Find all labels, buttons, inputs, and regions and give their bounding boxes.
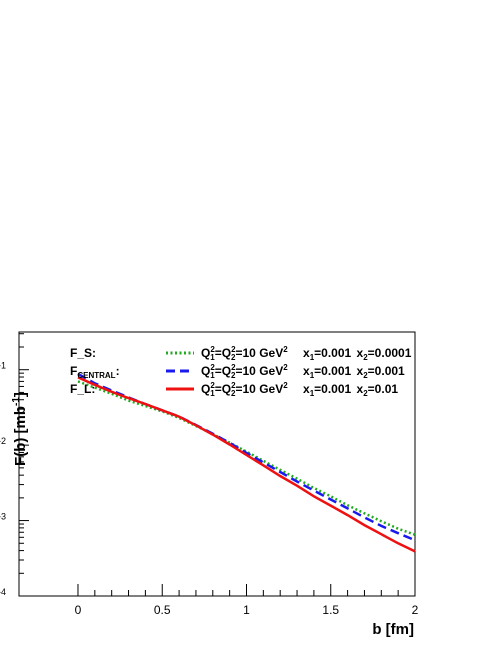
legend-x-text: =0.001 (314, 346, 351, 360)
legend-q-0: Q2 1=Q2 2=10 GeV2 (201, 345, 288, 362)
legend-name-sub: CENTRAL (77, 371, 115, 380)
legend-q-sup: 2 (231, 381, 236, 390)
legend-x-sub: 1 (310, 389, 315, 398)
legend-q-text: =10 GeV (236, 346, 284, 360)
y-axis-label-base: F(b) [mb (12, 406, 29, 466)
legend-q-text: =Q (215, 346, 231, 360)
legend-q-sup: 2 (210, 345, 215, 354)
legend-q-sup: 2 (210, 363, 215, 372)
legend-q-sup: 2 (283, 363, 288, 372)
legend-q-sup: 2 (231, 345, 236, 354)
x-tick-label: 1 (243, 603, 250, 617)
y-tick-exp: -3 (0, 512, 6, 522)
x-axis-label: b [fm] (372, 621, 414, 638)
y-axis-label-end: ] (12, 392, 29, 397)
legend-x-sub: 2 (363, 389, 368, 398)
legend-x-text: x (303, 382, 310, 396)
legend-x-2: x1=0.001 x2=0.01 (303, 382, 398, 398)
legend-x-sub: 2 (363, 353, 368, 362)
x-tick-label: 2 (412, 603, 419, 617)
legend-q-text: Q (201, 346, 210, 360)
legend-x-sub: 1 (310, 371, 315, 380)
x-tick-label: 1.5 (322, 603, 339, 617)
legend: F_S: Q2 1=Q2 2=10 GeV2 x1=0.001 x2=0.0001FCE… (70, 345, 412, 398)
legend-x-text: =0.001 (314, 364, 351, 378)
legend-x-space (351, 382, 354, 396)
y-ticks: 10-4 10-3 10-2 10-1 (0, 333, 29, 603)
y-tick-label: 10-2 (0, 436, 6, 452)
legend-x-text: x (357, 364, 364, 378)
legend-q-text: Q (201, 382, 210, 396)
legend-x-text: x (357, 382, 364, 396)
legend-x-1: x1=0.001 x2=0.001 (303, 364, 405, 380)
x-tick-label: 0.5 (154, 603, 171, 617)
y-tick-exp: -4 (0, 587, 6, 597)
legend-x-0: x1=0.001 x2=0.0001 (303, 346, 412, 362)
legend-x-text: x (303, 364, 310, 378)
legend-x-sub: 1 (310, 353, 315, 362)
legend-name-main: F (70, 364, 77, 378)
y-axis-label: F(b) [mb-1] (11, 392, 29, 466)
y-tick-label: 10-1 (0, 361, 6, 377)
legend-q-sub: 2 (231, 389, 236, 398)
x-ticks: 0 0.5 1 1.5 2 (75, 584, 419, 617)
series-lines (77, 372, 416, 553)
legend-x-text: x (303, 346, 310, 360)
legend-q-sub: 2 (231, 353, 236, 362)
y-tick-label: 10-3 (0, 512, 6, 528)
plot-frame (18, 331, 416, 597)
legend-q-text: Q (201, 364, 210, 378)
legend-q-text: =Q (215, 364, 231, 378)
x-tick-label: 0 (75, 603, 82, 617)
y-tick-label: 10-4 (0, 587, 6, 603)
legend-q-text: =10 GeV (236, 382, 284, 396)
legend-q-sup: 2 (283, 345, 288, 354)
legend-x-text: =0.001 (314, 382, 351, 396)
legend-x-sub: 2 (363, 371, 368, 380)
legend-x-text: =0.01 (368, 382, 399, 396)
y-tick-exp: -1 (0, 361, 6, 371)
legend-q-sub: 1 (210, 371, 215, 380)
legend-name-main: F_S: (70, 346, 96, 360)
legend-name-1: FCENTRAL: (70, 364, 120, 380)
legend-name-main: F_L: (70, 382, 95, 396)
legend-q-sup: 2 (231, 363, 236, 372)
legend-x-space (351, 346, 354, 360)
legend-q-sup: 2 (283, 381, 288, 390)
legend-name-tail: : (116, 364, 120, 378)
legend-x-text: x (357, 346, 364, 360)
series-line-2 (77, 376, 416, 553)
legend-q-sup: 2 (210, 381, 215, 390)
legend-q-2: Q2 1=Q2 2=10 GeV2 (201, 381, 288, 398)
legend-x-text: =0.0001 (368, 346, 412, 360)
legend-x-space (351, 364, 354, 378)
legend-q-sub: 1 (210, 353, 215, 362)
y-axis-label-exp: -1 (11, 397, 22, 406)
series-line-0 (77, 380, 416, 536)
legend-name-0: F_S: (70, 346, 96, 360)
legend-q-sub: 1 (210, 389, 215, 398)
legend-name-2: F_L: (70, 382, 95, 396)
legend-x-text: =0.001 (368, 364, 405, 378)
legend-q-sub: 2 (231, 371, 236, 380)
legend-q-text: =Q (215, 382, 231, 396)
legend-q-text: =10 GeV (236, 364, 284, 378)
legend-q-1: Q2 1=Q2 2=10 GeV2 (201, 363, 288, 380)
y-tick-exp: -2 (0, 436, 6, 446)
